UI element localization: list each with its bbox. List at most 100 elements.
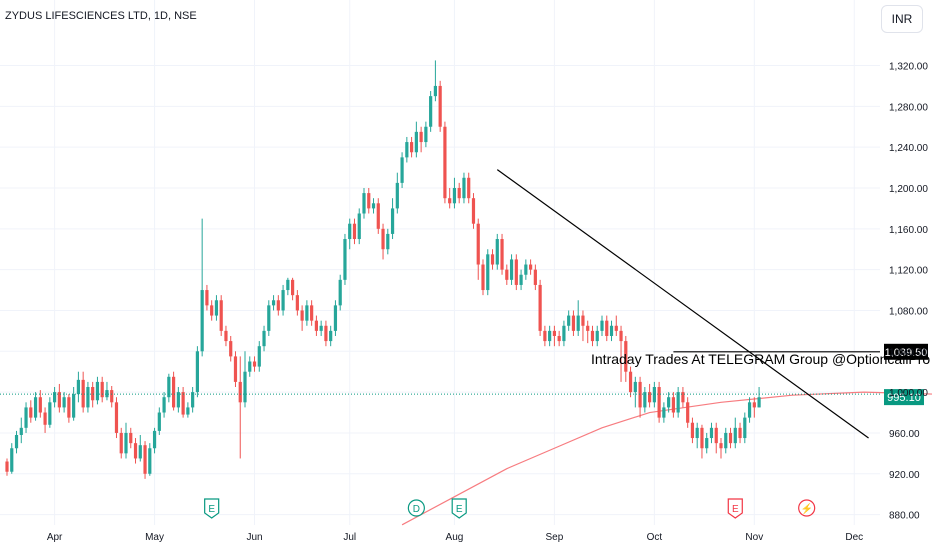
y-tick-label: 1,120.00 [889,266,928,277]
time-axis[interactable]: Apr May Jun Jul Aug Sep Oct Nov Dec [47,532,863,543]
candle [333,300,338,336]
candle [157,407,161,435]
candle [595,325,599,347]
candle-body [405,142,409,158]
candle-body [176,392,180,408]
candle [709,422,714,444]
candle [14,430,19,454]
candle-body [48,402,52,425]
candle [609,320,614,342]
candle-body [390,208,395,234]
candle [681,387,685,408]
candle [233,351,238,388]
candle-body [700,427,704,449]
candle-body [186,407,190,415]
candle-body [105,390,109,398]
candle-body [757,397,761,408]
candle-body [29,407,33,418]
candle [314,315,318,336]
candle-body [286,279,290,291]
candle-body [514,259,518,285]
candle-body [590,330,595,342]
candle-body [86,387,90,408]
candle [757,387,761,408]
candle [557,330,561,347]
candle-body [638,381,642,408]
candle-body [257,346,261,367]
candle-body [724,432,728,449]
candle [581,310,585,342]
chart-title: ZYDUS LIFESCIENCES LTD, 1D, NSE [5,10,197,22]
candle-body [581,315,585,326]
candle-body [671,397,675,413]
candle [67,394,71,423]
event-marker-shape [407,499,425,517]
candle [100,376,104,403]
candle [176,387,180,413]
candle-body [609,325,614,336]
candle [29,400,33,423]
candle-body [276,300,280,311]
candle [291,277,295,301]
event-marker-shape [727,498,743,519]
candle [467,172,471,204]
candle [752,397,756,418]
candle [643,387,647,413]
candle-body [333,305,338,331]
candle [124,422,128,459]
candle-body [500,239,504,270]
candle-body [709,427,714,439]
candle-body [400,157,404,183]
event-marker-shape [451,498,467,519]
candle [338,274,342,311]
candle [129,427,133,449]
candle-body [747,402,752,418]
event-marker-icon: E [727,498,743,519]
candle [210,300,214,321]
x-tick-label: Aug [446,532,464,543]
y-tick-label: 1,040.00 [889,347,928,358]
candle-body [148,448,152,474]
candle [686,397,690,428]
drawings: 1,039.50 995.10 Intraday Trades At TELEGRA… [0,169,930,439]
candle [529,259,533,275]
candle-body [495,239,499,265]
candle [357,208,361,245]
price-axis[interactable]: 880.00 920.00 960.00 1,000.00 1,040.00 1,080.… [889,62,928,522]
candle-body [200,290,204,352]
candle [5,458,9,476]
candle [486,249,490,296]
currency-button[interactable]: INR [881,5,923,33]
candle-body [486,254,490,291]
x-tick-label: Sep [546,532,564,543]
candle [76,371,80,403]
candle [348,218,352,250]
candle-body [210,305,214,316]
candle-body [424,126,428,143]
candle-body [181,392,185,415]
y-tick-label: 920.00 [889,470,920,481]
candle-body [733,427,737,444]
x-tick-label: Oct [647,532,663,543]
candle-body [5,461,9,472]
candle [148,443,152,476]
candle [538,279,542,336]
candle-body [490,254,495,265]
candle [400,152,404,188]
candle-body [143,445,147,474]
candle [53,387,57,408]
candle-body [628,371,633,393]
candle-body [238,381,242,403]
candle [276,295,280,316]
event-marker-icon: ⚡ [798,499,816,517]
candle [481,259,485,296]
candle [543,325,547,347]
candle-body [324,325,328,342]
candle [733,417,737,449]
candle-body [519,274,523,285]
candle-body [248,361,252,372]
candle-body [410,142,414,153]
candle [172,371,176,411]
candle-body [314,320,318,331]
